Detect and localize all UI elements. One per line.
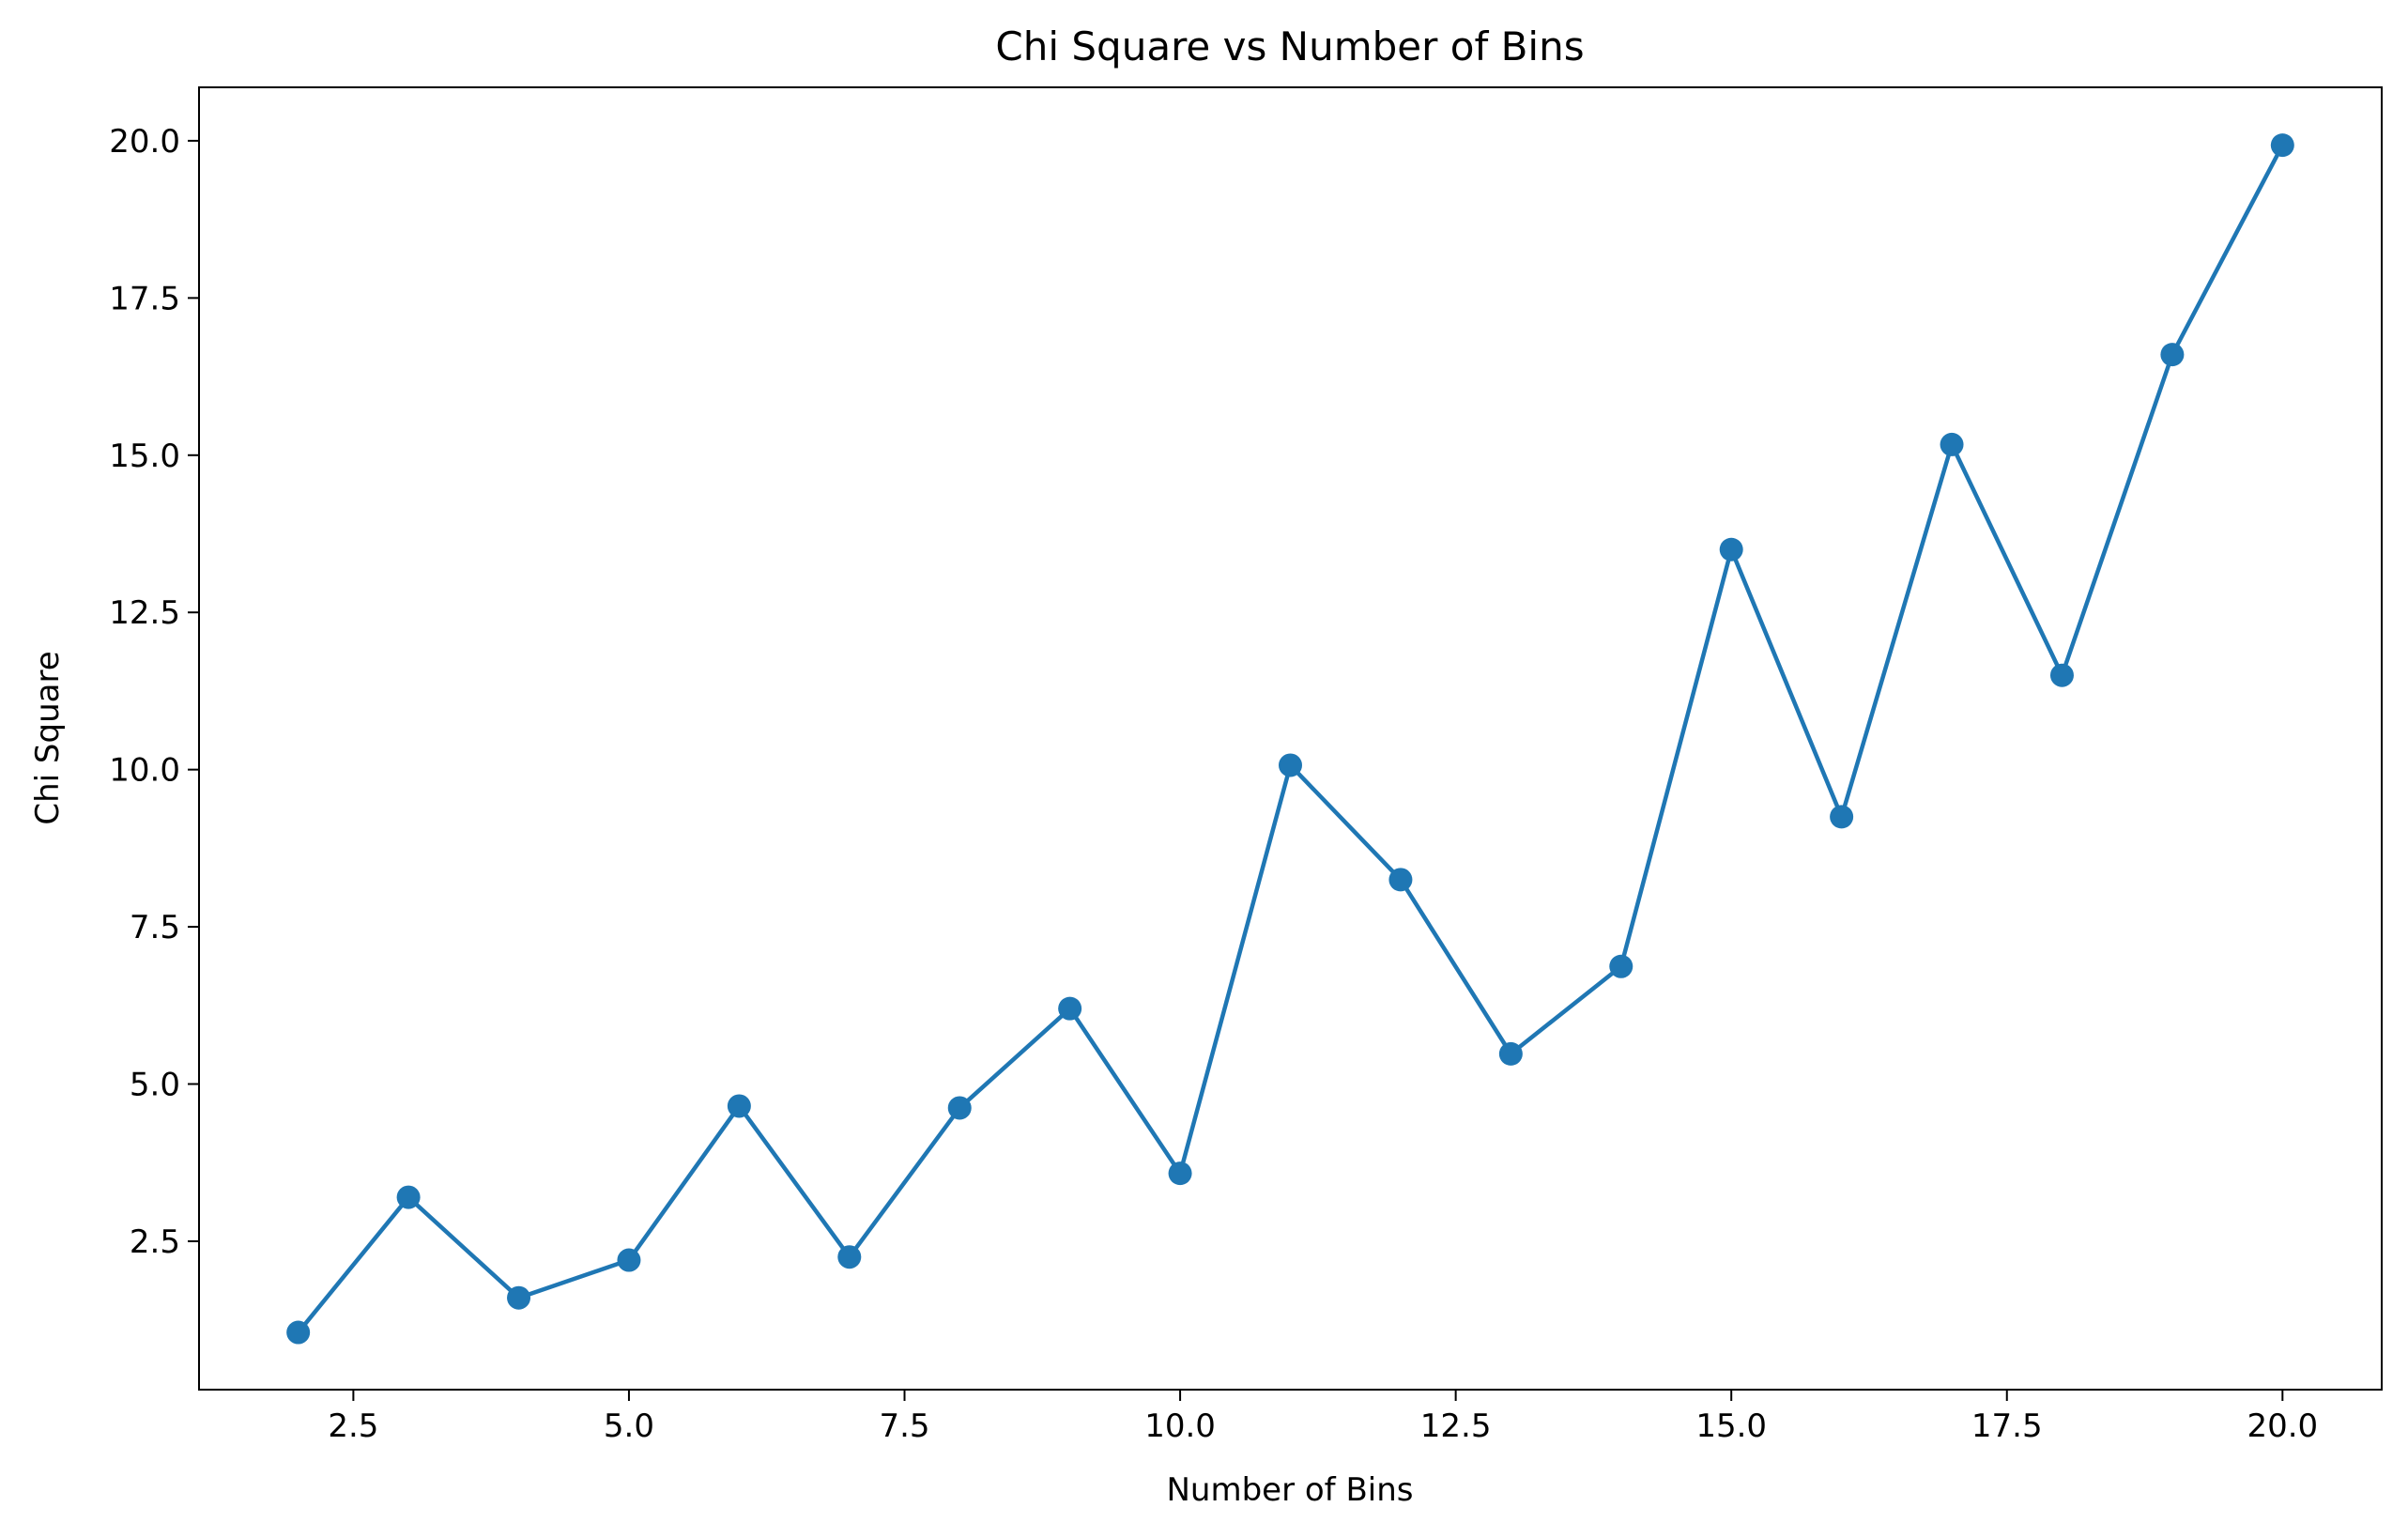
- y-tick-label: 17.5: [109, 280, 180, 317]
- y-tick-label: 10.0: [109, 752, 180, 790]
- y-axis-ticks: 2.5 5.0 7.5 10.0 12.5 15.0 17.5 20.0: [109, 123, 199, 1261]
- data-point: [286, 1320, 311, 1345]
- x-tick-label: 10.0: [1144, 1407, 1216, 1445]
- y-axis-title: Chi Square: [29, 651, 67, 824]
- data-point: [727, 1094, 751, 1118]
- y-tick-label: 2.5: [130, 1223, 180, 1261]
- data-point: [507, 1285, 531, 1310]
- y-tick-label: 20.0: [109, 123, 180, 161]
- data-point: [1279, 753, 1302, 777]
- y-tick-label: 15.0: [109, 438, 180, 475]
- data-point: [1058, 996, 1082, 1021]
- x-tick-label: 15.0: [1695, 1407, 1767, 1445]
- data-point: [617, 1248, 641, 1272]
- data-point: [947, 1096, 972, 1120]
- data-point: [1498, 1041, 1523, 1066]
- y-tick-label: 7.5: [130, 909, 180, 946]
- y-tick-label: 5.0: [130, 1067, 180, 1104]
- x-tick-label: 17.5: [1971, 1407, 2043, 1445]
- data-point: [1388, 868, 1413, 892]
- x-tick-label: 12.5: [1420, 1407, 1492, 1445]
- x-tick-label: 20.0: [2247, 1407, 2318, 1445]
- y-tick-label: 12.5: [109, 594, 180, 632]
- x-tick-label: 2.5: [328, 1407, 378, 1445]
- data-point: [1609, 954, 1633, 978]
- x-axis-title: Number of Bins: [1166, 1471, 1413, 1509]
- x-axis-ticks: 2.5 5.0 7.5 10.0 12.5 15.0 17.5 20.0: [328, 1390, 2318, 1445]
- data-point: [1719, 537, 1743, 561]
- series-markers: [286, 133, 2294, 1345]
- x-tick-label: 5.0: [604, 1407, 654, 1445]
- x-tick-label: 7.5: [879, 1407, 929, 1445]
- data-point: [837, 1245, 862, 1269]
- data-point: [2160, 343, 2185, 367]
- plot-area-frame: [198, 86, 2383, 1391]
- data-point: [2270, 133, 2294, 158]
- data-point: [1168, 1161, 1192, 1186]
- data-point: [1830, 805, 1854, 829]
- data-point: [396, 1185, 421, 1209]
- data-point: [1940, 432, 1964, 456]
- chart-title: Chi Square vs Number of Bins: [995, 23, 1584, 69]
- data-point: [2049, 663, 2074, 687]
